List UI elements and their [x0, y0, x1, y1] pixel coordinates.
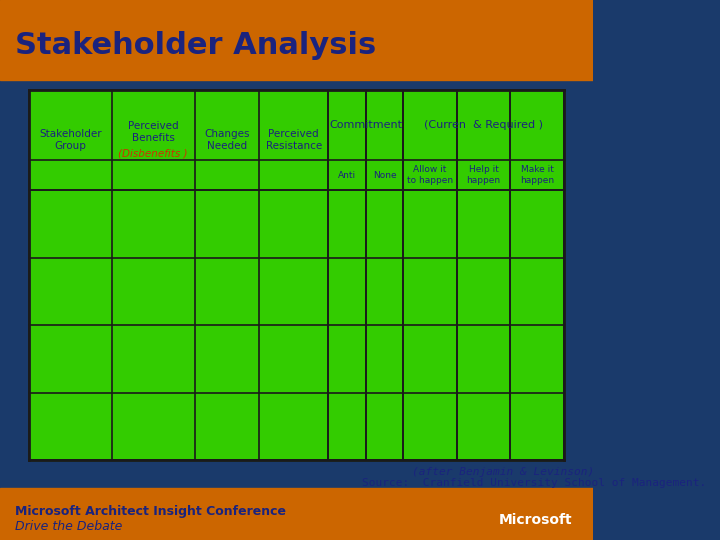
Text: None: None	[373, 171, 397, 179]
Text: Stakeholder
Group: Stakeholder Group	[39, 129, 102, 151]
Bar	[0, 488, 593, 540]
Bar	[0, 0, 593, 80]
Text: Make it
happen: Make it happen	[520, 165, 554, 185]
Text: Microsoft Architect Insight Conference: Microsoft Architect Insight Conference	[15, 505, 286, 518]
Text: Microsoft: Microsoft	[498, 513, 572, 527]
Text: Anti: Anti	[338, 171, 356, 179]
Text: (after Benjamin & Levinson): (after Benjamin & Levinson)	[412, 467, 594, 477]
Text: Perceived
Resistance: Perceived Resistance	[266, 129, 322, 151]
Text: Stakeholder Analysis: Stakeholder Analysis	[15, 30, 376, 59]
Text: Commitment: Commitment	[330, 120, 402, 130]
Text: Changes
Needed: Changes Needed	[204, 129, 250, 151]
Text: Source:  Cranfield University School of Management.: Source: Cranfield University School of M…	[362, 478, 706, 488]
Text: Perceived
Benefits: Perceived Benefits	[128, 121, 179, 143]
Text: Drive the Debate: Drive the Debate	[15, 521, 122, 534]
Text: Allow it
to happen: Allow it to happen	[407, 165, 453, 185]
Bar	[29, 90, 564, 460]
Text: (Curren  & Required ): (Curren & Required )	[424, 120, 543, 130]
Text: (Disbenefits ): (Disbenefits )	[119, 149, 188, 159]
Text: Help it
happen: Help it happen	[467, 165, 500, 185]
